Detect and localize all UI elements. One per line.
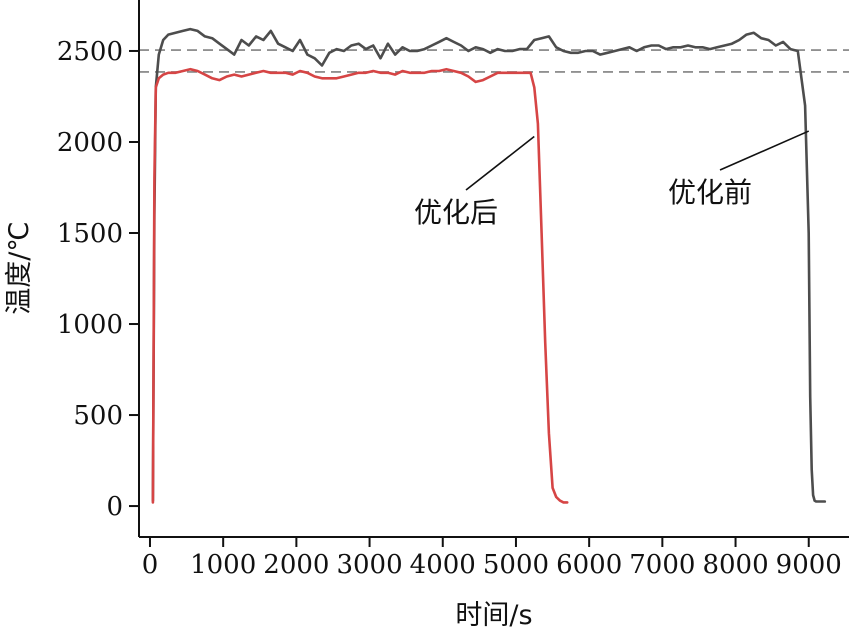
y-tick-label: 2500 [57,37,123,67]
x-tick-label: 9000 [776,550,842,580]
x-tick-label: 5000 [483,550,549,580]
y-tick-label: 2000 [57,128,123,158]
y-tick-label: 500 [73,401,123,431]
x-tick-label: 3000 [336,550,402,580]
reference-lines [139,49,849,73]
x-tick-label: 2000 [263,550,329,580]
x-tick-label: 4000 [410,550,476,580]
series-line-after-optimization [151,67,569,504]
annotation-label: 优化前 [668,176,752,209]
y-tick-label: 1000 [57,310,123,340]
annotation-label: 优化后 [414,196,498,229]
y-axis-title: 温度/℃ [4,221,35,314]
y-tick-label: 1500 [57,219,123,249]
axes [138,0,849,538]
x-tick-label: 8000 [702,550,768,580]
x-tick-label: 6000 [556,550,622,580]
x-tick-label: 1000 [190,550,256,580]
x-tick-label: 0 [142,550,159,580]
series-line-before-optimization [151,27,827,503]
tick-layer: 0 1000 2000 3000 4000 5000 6000 7000 8000 9000050… [57,37,842,580]
series-layer [151,27,827,504]
x-axis-title: 时间/s [455,600,532,631]
annotation-layer: 优化后 优化前 [414,130,810,229]
y-tick-label: 0 [106,492,123,522]
annotation-leader-line [465,135,535,191]
annotation-leader-line [719,130,810,171]
x-tick-label: 7000 [629,550,695,580]
